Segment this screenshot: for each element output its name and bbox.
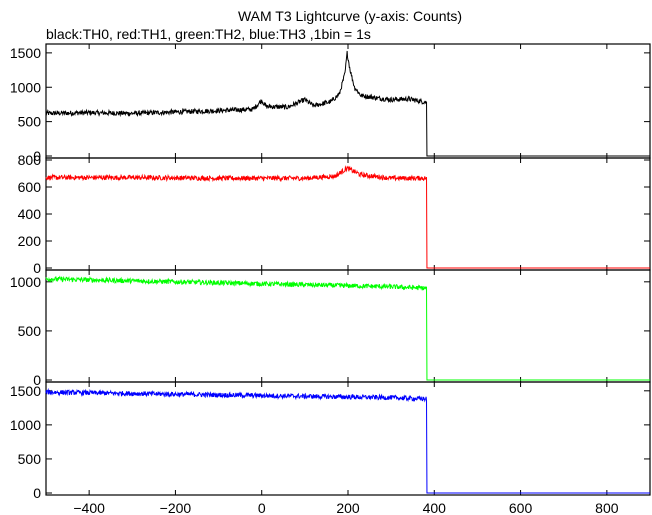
y-tick-label-TH3: 1000 [10,417,41,433]
chart-subtitle: black:TH0, red:TH1, green:TH2, blue:TH3 … [46,26,371,42]
y-tick-label-TH3: 1500 [10,383,41,399]
y-tick-label-TH3: 500 [18,451,42,467]
x-tick-label: −200 [160,500,192,515]
series-line-TH3 [45,387,650,494]
x-tick-label: 0 [258,500,266,515]
y-tick-label-TH1: 200 [18,233,42,249]
y-tick-label-TH2: 500 [18,323,42,339]
x-tick-label: 400 [423,500,447,515]
y-tick-label-TH1: 400 [18,206,42,222]
y-tick-label-TH0: 1500 [10,45,41,61]
x-tick-label: 600 [509,500,533,515]
y-tick-label-TH0: 1000 [10,79,41,95]
series-line-TH0 [45,50,650,157]
x-tick-label: 800 [595,500,619,515]
series-line-TH1 [45,165,650,269]
y-tick-label-TH1: 0 [33,260,41,276]
y-tick-label-TH0: 500 [18,114,42,130]
y-tick-label-TH2: 0 [33,372,41,388]
panel-frame-TH0 [45,43,651,159]
x-tick-label: 200 [336,500,360,515]
x-tick-label: −400 [73,500,105,515]
y-tick-label-TH1: 800 [18,152,42,168]
y-tick-label-TH3: 0 [33,485,41,501]
y-tick-label-TH1: 600 [18,179,42,195]
y-tick-label-TH2: 1000 [10,274,41,290]
chart-title: WAM T3 Lightcurve (y-axis: Counts) [237,8,463,24]
series-line-TH2 [45,275,650,381]
y-tick-label-TH0: 0 [33,148,41,164]
panel-frame-TH1 [45,157,651,271]
